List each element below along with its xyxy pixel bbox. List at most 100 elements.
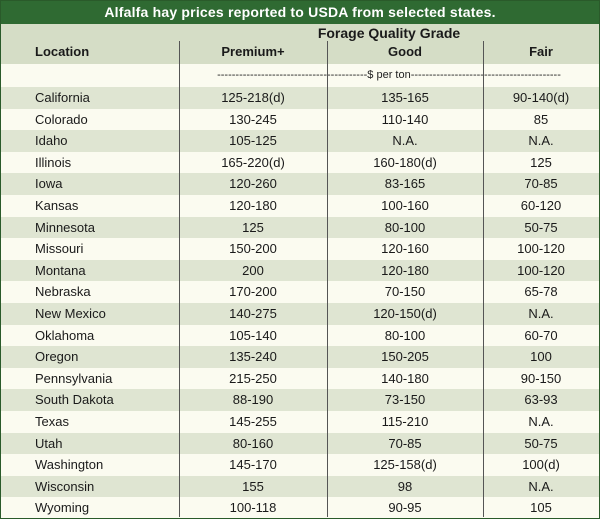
fair-cell: 125 (530, 154, 552, 170)
premium-cell: 145-170 (229, 457, 277, 473)
good-cell: 90-95 (388, 500, 422, 516)
good-cell: 160-180(d) (373, 154, 437, 170)
good-cell: 120-160 (381, 241, 429, 257)
table-row: Washington 145-170 125-158(d) 100(d) (1, 454, 599, 476)
table-row: Wyoming 100-118 90-95 105 (1, 497, 599, 519)
good-cell: 140-180 (381, 370, 429, 386)
fair-cell: 90-140(d) (512, 90, 570, 105)
premium-cell: 88-190 (232, 392, 274, 408)
good-cell: 110-140 (381, 111, 429, 127)
premium-cell: 140-275 (229, 305, 277, 321)
good-cell: 83-165 (384, 176, 426, 192)
forage-quality-grade-label: Forage Quality Grade (317, 25, 461, 41)
unit-row: ----------------------------------------… (1, 64, 599, 87)
unit-label: ----------------------------------------… (217, 69, 561, 81)
table-row: California 125-218(d) 135-165 90-140(d) (1, 87, 599, 109)
fair-cell: 90-150 (520, 370, 562, 386)
location-cell: Idaho (35, 133, 68, 149)
table-row: Kansas 120-180 100-160 60-120 (1, 195, 599, 217)
table-row: Iowa 120-260 83-165 70-85 (1, 173, 599, 195)
location-cell: Illinois (35, 154, 72, 170)
location-cell: Texas (35, 413, 69, 429)
fair-cell: 60-120 (520, 197, 562, 213)
premium-cell: 165-220(d) (221, 154, 285, 170)
good-cell: 120-180 (381, 262, 429, 278)
fair-cell: N.A. (528, 478, 554, 494)
premium-cell: 125 (242, 219, 264, 235)
location-cell: Missouri (35, 241, 84, 257)
premium-cell: 135-240 (229, 349, 277, 365)
table-row: Wisconsin 155 98 N.A. (1, 475, 599, 498)
column-divider (179, 41, 180, 517)
fair-cell: N.A. (528, 305, 554, 321)
good-cell: 80-100 (384, 327, 426, 343)
premium-cell: 120-180 (229, 197, 277, 213)
good-cell: 70-150 (384, 284, 426, 300)
location-cell: Pennsylvania (35, 370, 113, 386)
fair-cell: 63-93 (524, 392, 558, 408)
premium-cell: 200 (242, 262, 264, 278)
good-cell: 98 (397, 478, 413, 494)
fair-cell: 85 (533, 111, 549, 127)
table-row: Nebraska 170-200 70-150 65-78 (1, 281, 599, 303)
good-cell: 115-210 (381, 413, 429, 429)
table-row: Illinois 165-220(d) 160-180(d) 125 (1, 152, 599, 174)
premium-cell: 155 (242, 478, 264, 494)
location-cell: Utah (35, 435, 63, 451)
fair-cell: 100 (530, 349, 552, 365)
table-row: Utah 80-160 70-85 50-75 (1, 432, 599, 455)
location-cell: Minnesota (35, 219, 95, 235)
good-cell: 73-150 (384, 392, 426, 408)
fair-cell: 50-75 (524, 435, 558, 451)
good-cell: 120-150(d) (373, 305, 437, 321)
good-cell: 125-158(d) (373, 457, 437, 473)
table-header: Forage Quality Grade Location Premium+ G… (1, 24, 599, 64)
table-row: New Mexico 140-275 120-150(d) N.A. (1, 302, 599, 325)
table-row: Missouri 150-200 120-160 100-120 (1, 238, 599, 260)
table-row: Oklahoma 105-140 80-100 60-70 (1, 325, 599, 347)
table-title: Alfalfa hay prices reported to USDA from… (1, 1, 599, 24)
premium-cell: 105-140 (229, 327, 277, 343)
column-header-premium: Premium+ (221, 44, 285, 59)
premium-cell: 80-160 (232, 435, 274, 451)
premium-cell: 125-218(d) (221, 90, 285, 105)
location-cell: Kansas (35, 197, 79, 213)
premium-cell: 170-200 (229, 284, 277, 300)
fair-cell: 50-75 (524, 219, 558, 235)
location-cell: South Dakota (35, 392, 114, 408)
location-cell: Iowa (35, 176, 63, 192)
good-cell: 135-165 (381, 90, 429, 105)
fair-cell: 100-120 (517, 241, 565, 257)
fair-cell: N.A. (528, 413, 554, 429)
premium-cell: 145-255 (229, 413, 277, 429)
column-header-fair: Fair (529, 44, 553, 59)
location-cell: Washington (35, 457, 104, 473)
table-row: South Dakota 88-190 73-150 63-93 (1, 389, 599, 411)
column-divider (483, 41, 484, 517)
table-row: Texas 145-255 115-210 N.A. (1, 411, 599, 433)
premium-cell: 150-200 (229, 241, 277, 257)
good-cell: 100-160 (381, 197, 429, 213)
table-row: Pennsylvania 215-250 140-180 90-150 (1, 368, 599, 390)
location-cell: Montana (35, 262, 86, 278)
table-row: Minnesota 125 80-100 50-75 (1, 216, 599, 239)
location-cell: Colorado (35, 111, 88, 127)
location-cell: Wisconsin (35, 478, 95, 494)
premium-cell: 130-245 (229, 111, 277, 127)
location-cell: New Mexico (35, 305, 106, 321)
table-row: Colorado 130-245 110-140 85 (1, 109, 599, 131)
premium-cell: 215-250 (229, 370, 277, 386)
fair-cell: 60-70 (524, 327, 558, 343)
location-cell: Nebraska (35, 284, 91, 300)
column-header-good: Good (388, 44, 422, 59)
good-cell: 150-205 (381, 349, 429, 365)
premium-cell: 100-118 (229, 500, 277, 516)
table-row: Montana 200 120-180 100-120 (1, 259, 599, 282)
fair-cell: 70-85 (524, 176, 558, 192)
location-cell: Wyoming (35, 500, 90, 516)
good-cell: 70-85 (388, 435, 422, 451)
fair-cell: 65-78 (524, 284, 558, 300)
fair-cell: 100-120 (517, 262, 565, 278)
fair-cell: 105 (530, 500, 552, 516)
